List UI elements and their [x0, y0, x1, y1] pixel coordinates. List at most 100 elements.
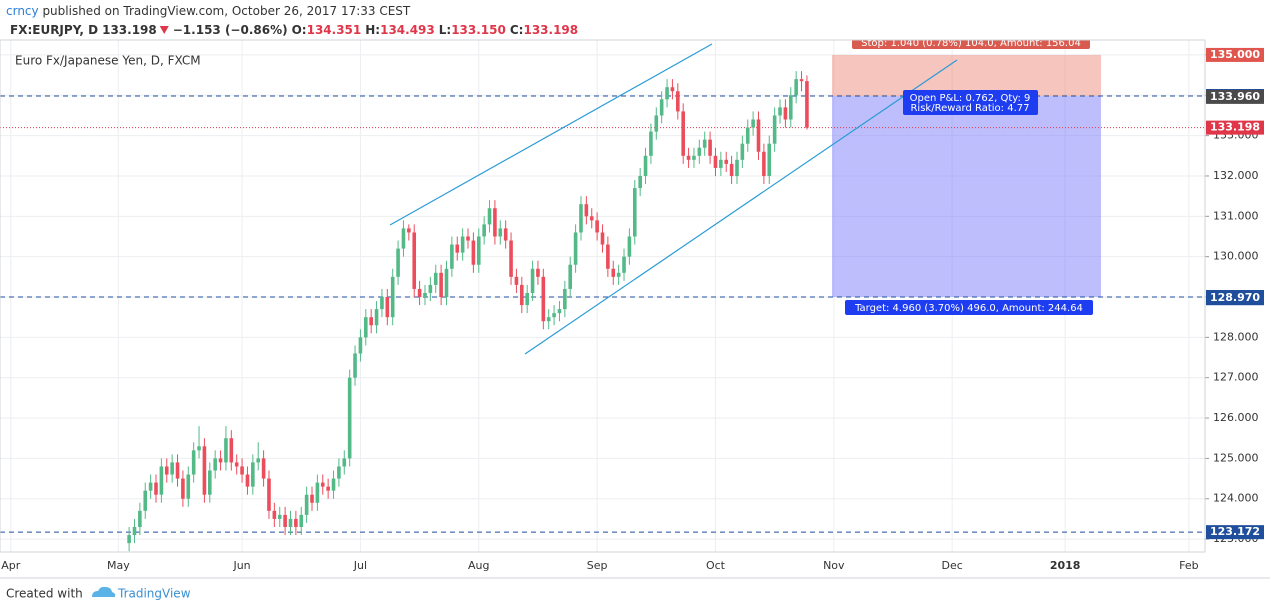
candle-body [164, 466, 169, 475]
candle-body [514, 276, 519, 285]
candle-body [423, 292, 427, 298]
target-label: Target: 4.960 (3.70%) 496.0, Amount: 244… [854, 303, 1083, 314]
brand[interactable]: TradingView [117, 587, 191, 601]
x-tick-label: Nov [823, 559, 845, 572]
candle-body [267, 478, 271, 511]
ohlc-value: 133.150 [451, 23, 506, 37]
price-label: 133.960 [1210, 90, 1260, 103]
change: −1.153 (−0.86%) [173, 23, 288, 37]
candle-body [783, 107, 788, 120]
candle-body [256, 458, 261, 463]
target-label-bg [845, 300, 1093, 315]
candle-body [369, 317, 373, 326]
candle-body [745, 127, 750, 144]
candle-body [207, 470, 212, 495]
candle-body [326, 486, 330, 491]
candle-body [412, 232, 417, 289]
candle-body [315, 482, 320, 503]
author[interactable]: crncy [6, 4, 39, 18]
candle-body [417, 288, 422, 298]
candle-body [627, 236, 632, 257]
candle-body [503, 228, 508, 241]
candle-body [805, 81, 809, 128]
candle-body [213, 458, 217, 471]
candle-body [493, 208, 497, 237]
candle-body [466, 236, 470, 241]
candle-body [788, 95, 793, 120]
candle-body [659, 99, 664, 116]
candle-body [751, 119, 755, 128]
ohlc-value: 134.351 [307, 23, 362, 37]
chart-legend: Euro Fx/Japanese Yen, D, FXCM [15, 54, 201, 68]
candle-body [148, 482, 153, 491]
candle-body [320, 482, 325, 487]
candle-body [272, 510, 277, 519]
candle-body [170, 462, 174, 475]
candle-body [649, 131, 653, 156]
ohlc-value: 134.493 [380, 23, 435, 37]
candle-body [600, 232, 605, 245]
candle-body [175, 462, 180, 479]
ohlc-key: L: [439, 23, 451, 37]
ohlc-key: H: [365, 23, 380, 37]
plot-area: Stop: 1.040 (0.78%) 104.0, Amount: 156.0… [0, 40, 1205, 552]
created-with: Created with [6, 587, 83, 601]
candle-body [762, 151, 766, 176]
published: published on TradingView.com, October 26… [39, 4, 411, 18]
candle-body [729, 163, 734, 176]
candle-body [224, 438, 228, 463]
candle-body [288, 518, 293, 527]
candle-body [719, 159, 723, 168]
candle-body [638, 175, 642, 189]
candle-body [498, 228, 503, 237]
y-tick-label: 125.000 [1213, 451, 1259, 464]
candle-body [589, 216, 594, 221]
candle-body [487, 208, 492, 225]
x-tick-label: Feb [1179, 559, 1198, 572]
candle-body [713, 155, 718, 168]
candle-body [708, 139, 712, 156]
candle-body [358, 337, 363, 354]
candle-body [670, 87, 675, 92]
x-tick-label: 2018 [1050, 559, 1081, 572]
candle-body [127, 535, 131, 544]
candle-body [342, 458, 347, 467]
y-tick-label: 132.000 [1213, 169, 1259, 182]
x-tick-label: Dec [942, 559, 963, 572]
x-tick-label: Jul [353, 559, 367, 572]
channel-upper [389, 43, 713, 226]
price-label-bg [1206, 120, 1264, 135]
candle-body [520, 284, 524, 306]
candle-body [573, 232, 578, 265]
candle-body [245, 474, 250, 487]
candle-body [778, 107, 782, 116]
candle-body [154, 482, 158, 495]
ohlc-key: O: [292, 23, 307, 37]
symbol: FX:EURJPY, D [10, 23, 98, 37]
candle-body [439, 272, 443, 298]
candle-body [697, 147, 702, 156]
candle-body [686, 155, 691, 160]
candle-body [396, 248, 400, 277]
candle-body [482, 224, 486, 237]
candle-body [433, 272, 438, 285]
candle-body [772, 115, 777, 144]
pnl-label: Open P&L: 0.762, Qty: 9 [910, 93, 1031, 104]
down-arrow [159, 26, 169, 34]
pnl-label-bg [903, 90, 1038, 115]
price-label: 128.970 [1210, 291, 1260, 304]
candle-body [347, 377, 352, 459]
candle-body [665, 87, 669, 100]
candle-body [568, 264, 573, 289]
price-label-bg [1206, 89, 1264, 104]
footer-logo[interactable] [92, 586, 116, 597]
candle-body [138, 510, 142, 527]
candle-body [563, 288, 567, 310]
position-tool [832, 54, 1101, 298]
x-tick-label: Oct [706, 559, 726, 572]
y-tick-label: 124.000 [1213, 492, 1259, 505]
candle-body [181, 478, 185, 499]
candle-body [261, 458, 266, 479]
candle-body [692, 155, 696, 160]
price-label: 133.198 [1210, 121, 1260, 134]
